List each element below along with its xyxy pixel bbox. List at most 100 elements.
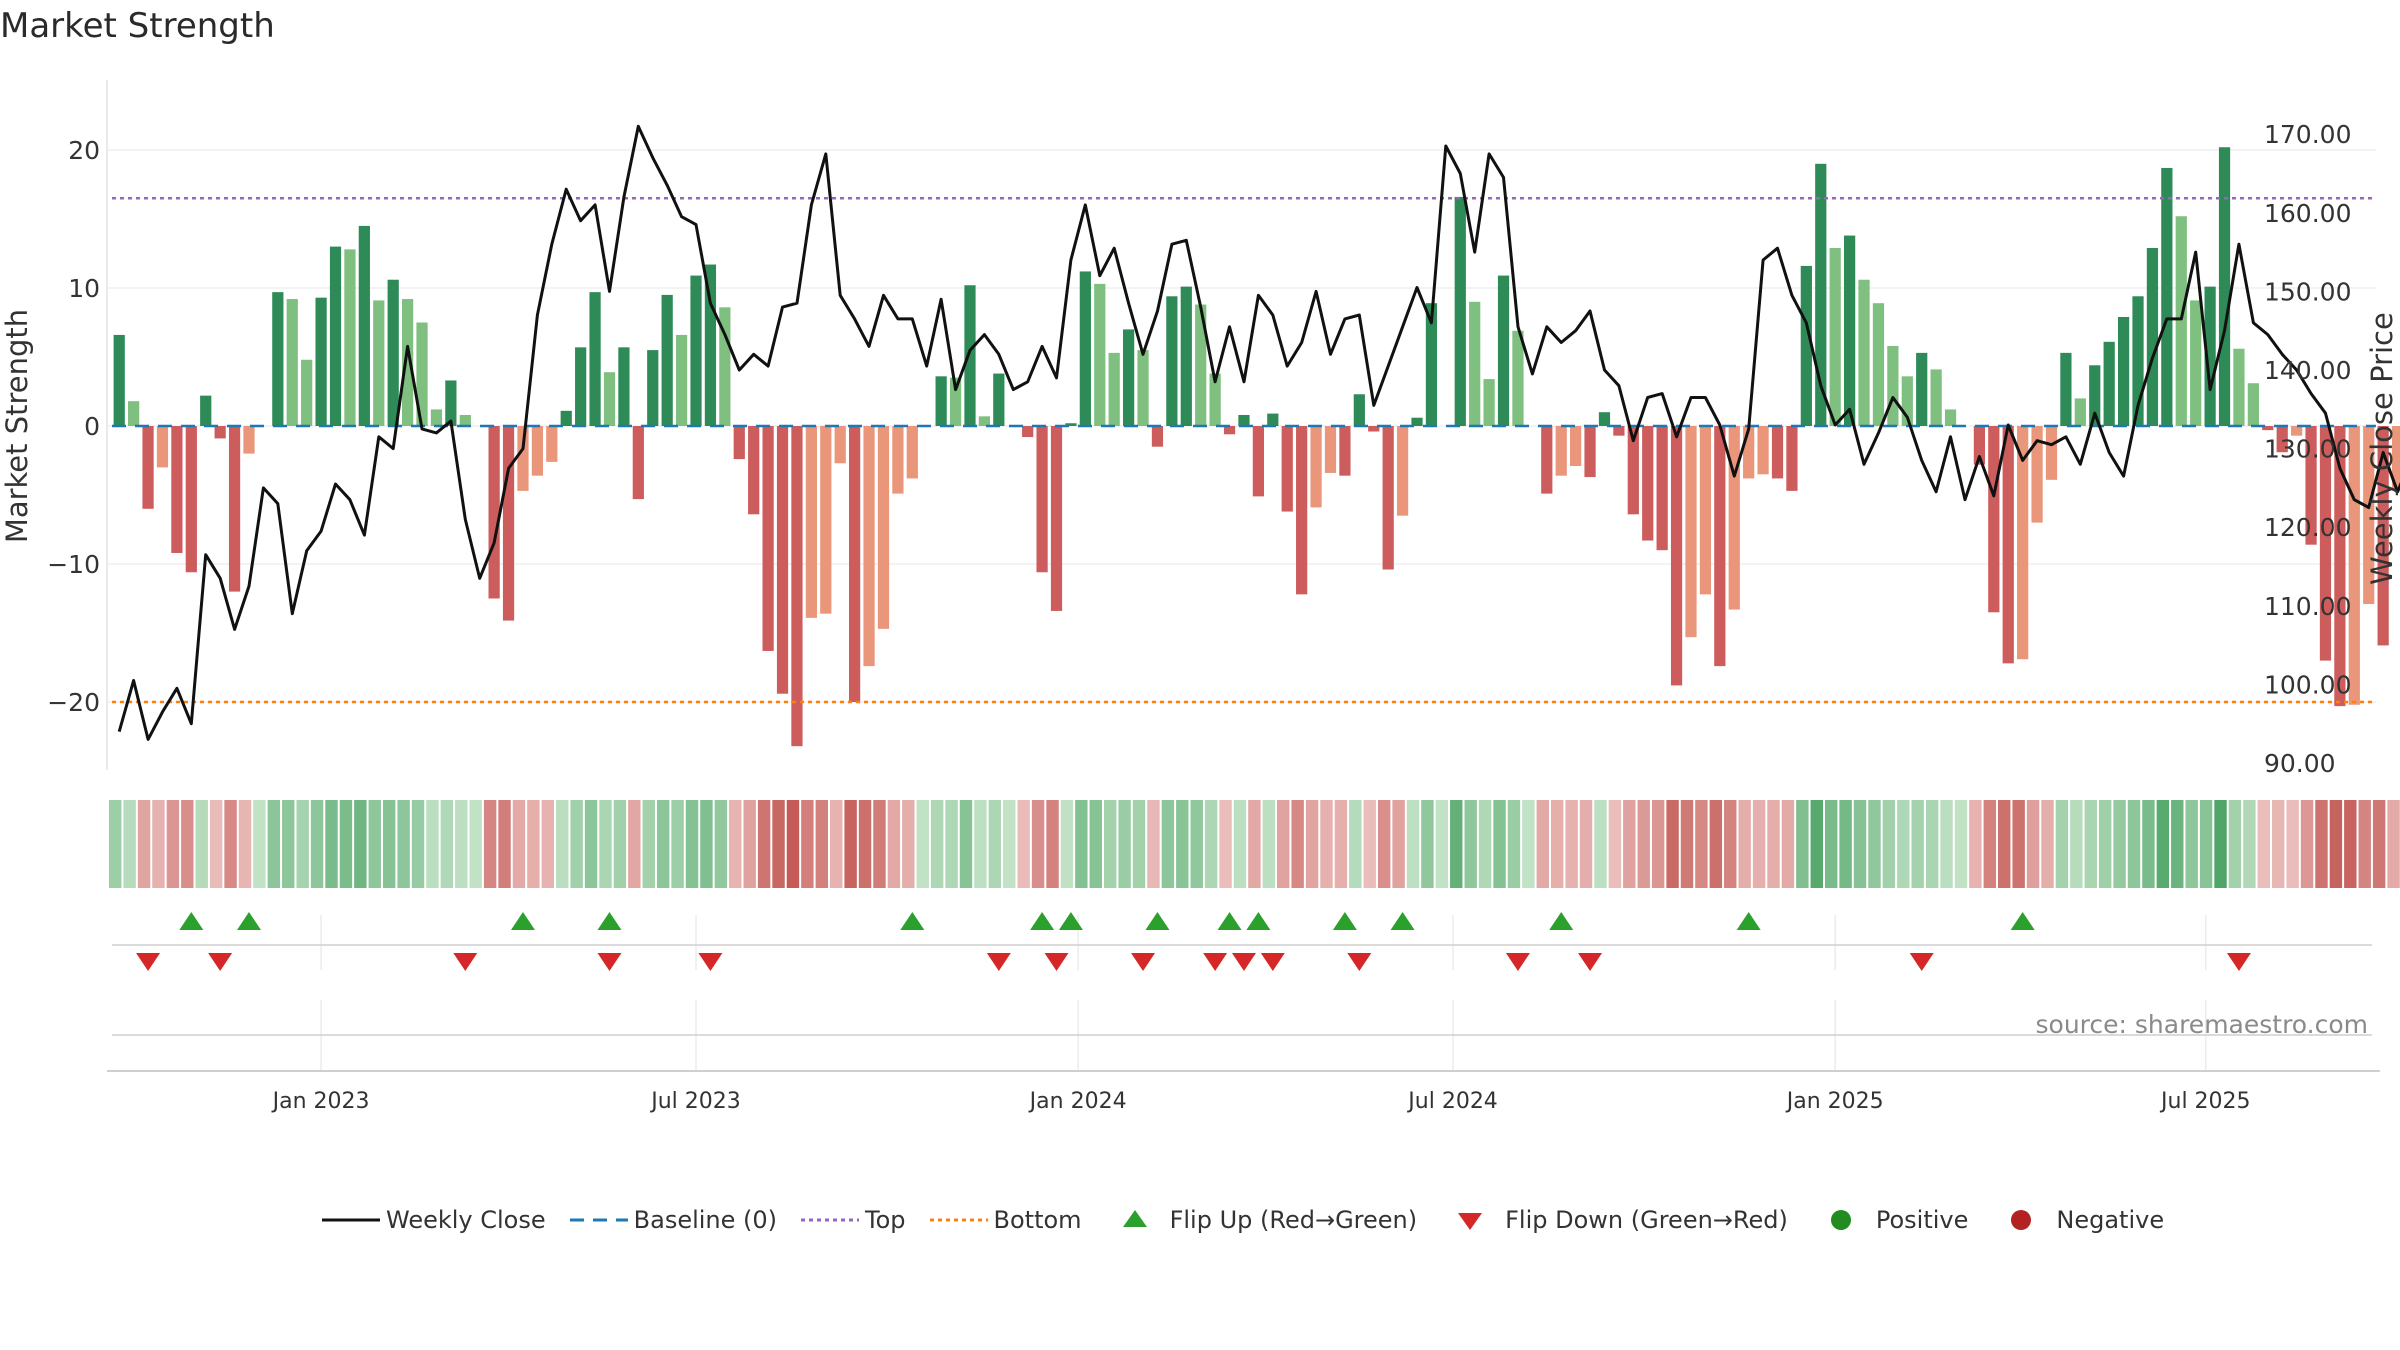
heat-cell <box>570 800 583 888</box>
heat-cell <box>1349 800 1362 888</box>
heat-cell <box>2372 800 2386 888</box>
strength-bar <box>1195 304 1207 426</box>
heat-cell <box>1291 800 1304 888</box>
strength-bar <box>1353 394 1365 426</box>
legend: Weekly Close Baseline (0) Top Bottom Fli… <box>320 1200 2186 1240</box>
dotted-line-icon <box>799 1200 861 1240</box>
strength-bar <box>2031 426 2043 523</box>
strength-bar <box>329 246 342 426</box>
x-tick-label: Jul 2024 <box>1406 1089 1498 1114</box>
triangle-down-icon <box>1439 1200 1501 1240</box>
strength-bar <box>1944 409 1957 426</box>
x-tick-label: Jan 2025 <box>1785 1089 1884 1114</box>
strength-bar <box>2132 296 2144 426</box>
heat-cell <box>166 800 180 888</box>
legend-item-bottom: Bottom <box>928 1200 1082 1240</box>
heat-cell <box>1868 800 1881 888</box>
heat-cell <box>613 800 627 888</box>
heat-cell <box>1608 800 1622 888</box>
heat-cell <box>152 800 165 888</box>
heat-cell <box>1089 800 1102 888</box>
heat-cell <box>757 800 771 888</box>
heat-cell <box>267 800 281 888</box>
strength-bar <box>1786 426 1798 491</box>
strength-bar <box>1223 426 1236 435</box>
strength-bar <box>1728 426 1740 610</box>
heat-cell <box>1075 800 1088 888</box>
strength-bar <box>776 426 789 694</box>
strength-bar <box>1238 414 1250 426</box>
y-right-tick-label: 130.00 <box>2264 435 2351 464</box>
heat-cell <box>224 800 237 888</box>
heat-cell <box>2171 800 2184 888</box>
strength-bar <box>690 275 702 426</box>
strength-bar <box>2377 426 2389 646</box>
strength-bar <box>1137 350 1149 426</box>
heat-cell <box>1248 800 1261 888</box>
heat-cell <box>1320 800 1333 888</box>
dotted-line-icon <box>928 1200 990 1240</box>
strength-bar <box>1714 426 1726 667</box>
strength-bar <box>935 376 947 426</box>
strength-bar <box>892 426 904 494</box>
heat-cell <box>527 800 540 888</box>
flip-up-marker <box>1217 912 1242 930</box>
heat-cell <box>512 800 526 888</box>
heat-cell <box>700 800 713 888</box>
circle-icon <box>1990 1200 2052 1240</box>
heat-cell <box>959 800 973 888</box>
strength-bar <box>358 225 370 426</box>
strength-bar <box>2190 300 2202 426</box>
strength-bar <box>964 285 976 426</box>
heat-cell <box>685 800 699 888</box>
strength-bar <box>1123 329 1135 426</box>
heat-cell <box>1103 800 1117 888</box>
heat-cell <box>411 800 425 888</box>
flip-up-marker <box>236 912 261 930</box>
strength-bar <box>1281 426 1293 512</box>
legend-label: Flip Up (Red→Green) <box>1169 1206 1418 1234</box>
heat-cell <box>1334 800 1348 888</box>
strength-bar <box>2291 426 2303 436</box>
strength-bar <box>1757 426 1769 475</box>
strength-bar <box>1598 412 1611 426</box>
strength-bar <box>546 426 558 462</box>
flip-down-marker <box>136 953 161 971</box>
flip-down-marker <box>1505 953 1530 971</box>
strength-bar <box>301 359 313 426</box>
heat-cell <box>109 800 122 888</box>
strength-bar <box>2391 426 2400 490</box>
heat-cell <box>1954 800 1968 888</box>
strength-bar <box>1930 369 1942 426</box>
flip-up-marker <box>1549 912 1574 930</box>
heat-cell <box>310 800 324 888</box>
heat-cell <box>1435 800 1449 888</box>
heat-cell <box>916 800 929 888</box>
strength-bar <box>733 426 745 460</box>
heat-cell <box>209 800 223 888</box>
strength-bar <box>185 426 197 573</box>
strength-bar <box>2262 426 2274 431</box>
strength-bar <box>1541 426 1553 494</box>
heat-cell <box>2127 800 2141 888</box>
legend-label: Flip Down (Green→Red) <box>1505 1206 1788 1234</box>
flip-up-marker <box>1058 912 1083 930</box>
heat-cell <box>1579 800 1593 888</box>
strength-bar <box>1858 279 1870 426</box>
heat-cell <box>397 800 410 888</box>
strength-bar <box>1483 379 1495 426</box>
strength-bar <box>1454 196 1466 426</box>
heat-cell <box>2084 800 2097 888</box>
strength-bar <box>2305 426 2317 545</box>
strength-bar <box>805 426 817 618</box>
strength-bar <box>1022 426 1034 438</box>
strength-bar <box>1339 426 1351 476</box>
strength-bar <box>171 426 183 553</box>
heat-cell <box>1796 800 1809 888</box>
flip-up-marker <box>510 912 535 930</box>
heat-cell <box>325 800 338 888</box>
strength-bar <box>1916 352 1928 426</box>
strength-bar <box>228 426 241 592</box>
flip-up-marker <box>1246 912 1271 930</box>
legend-item-flip-up: Flip Up (Red→Green) <box>1104 1200 1418 1240</box>
